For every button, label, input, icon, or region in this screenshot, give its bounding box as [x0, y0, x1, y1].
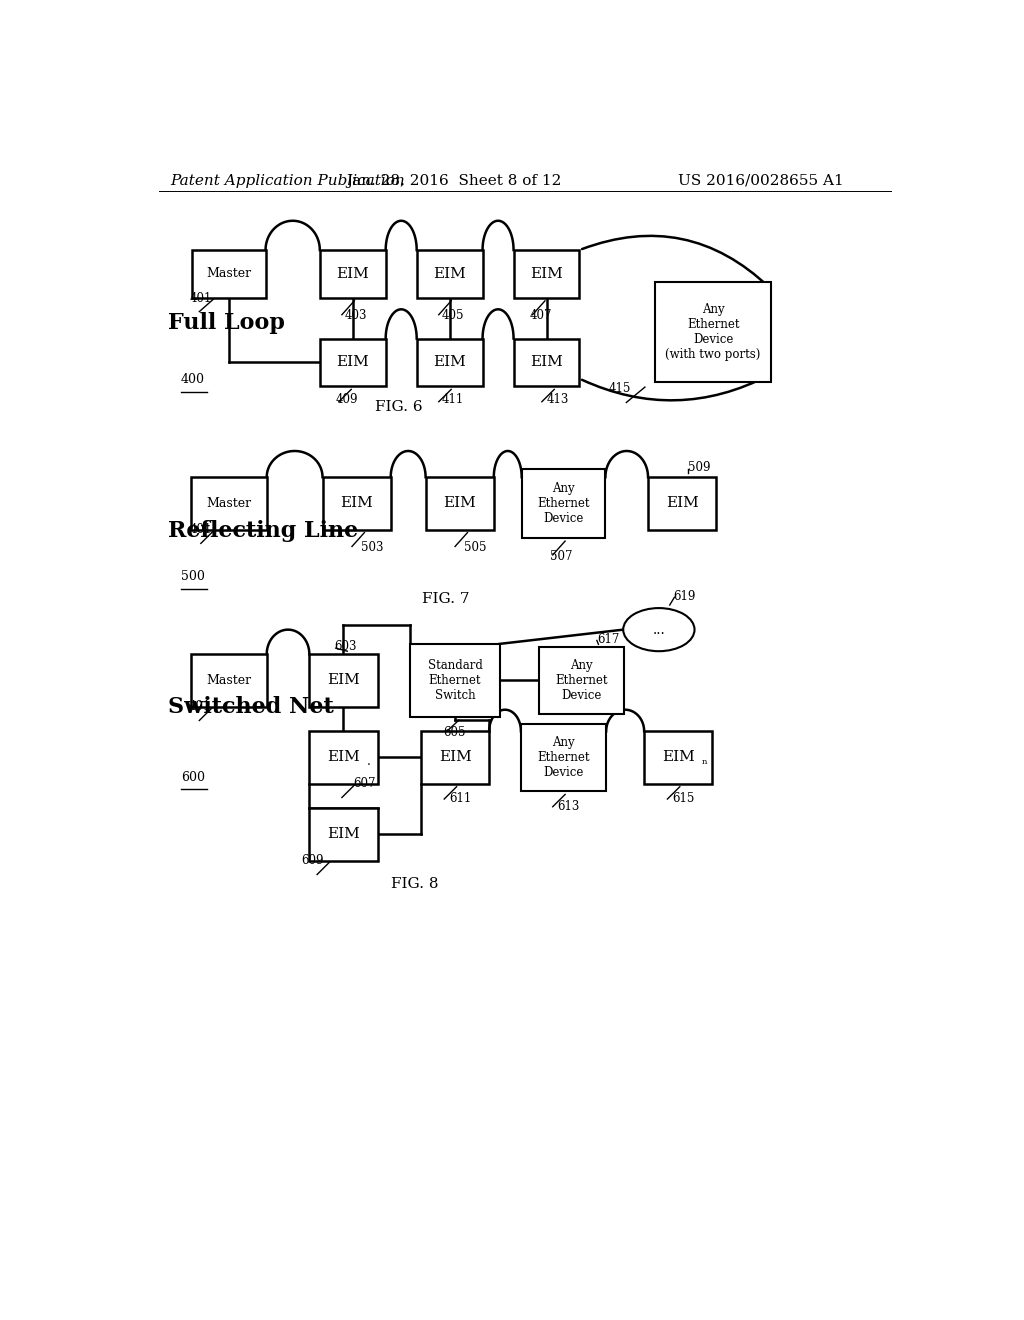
- Text: 507: 507: [550, 549, 572, 562]
- Text: FIG. 6: FIG. 6: [376, 400, 423, 414]
- Text: EIM: EIM: [443, 496, 476, 511]
- Text: FIG. 7: FIG. 7: [422, 593, 469, 606]
- Text: 503: 503: [360, 541, 383, 554]
- FancyBboxPatch shape: [411, 644, 500, 717]
- Text: 401: 401: [188, 701, 211, 714]
- Text: US 2016/0028655 A1: US 2016/0028655 A1: [678, 174, 844, 187]
- Text: EIM: EIM: [336, 267, 369, 281]
- Text: ...: ...: [652, 623, 666, 636]
- Text: Any
Ethernet
Device: Any Ethernet Device: [555, 659, 607, 702]
- Text: EIM: EIM: [662, 751, 694, 764]
- Text: EIM: EIM: [666, 496, 698, 511]
- Text: 413: 413: [547, 393, 569, 407]
- Text: EIM: EIM: [327, 828, 359, 841]
- Text: EIM: EIM: [530, 355, 563, 370]
- Text: 605: 605: [443, 726, 466, 738]
- Text: Master: Master: [206, 268, 251, 280]
- Text: 611: 611: [449, 792, 471, 805]
- Text: 600: 600: [180, 771, 205, 784]
- Text: 403: 403: [345, 309, 368, 322]
- Text: Patent Application Publication: Patent Application Publication: [171, 174, 406, 187]
- FancyBboxPatch shape: [539, 647, 624, 714]
- FancyBboxPatch shape: [644, 731, 713, 784]
- Text: Any
Ethernet
Device: Any Ethernet Device: [538, 482, 590, 525]
- Text: 407: 407: [529, 309, 552, 322]
- Text: 505: 505: [464, 541, 486, 554]
- Text: .: .: [367, 755, 371, 768]
- Text: Jan. 28, 2016  Sheet 8 of 12: Jan. 28, 2016 Sheet 8 of 12: [346, 174, 561, 187]
- FancyBboxPatch shape: [521, 469, 605, 539]
- FancyBboxPatch shape: [417, 249, 482, 298]
- FancyBboxPatch shape: [190, 655, 266, 706]
- Text: EIM: EIM: [433, 355, 466, 370]
- Text: EIM: EIM: [327, 673, 359, 688]
- Text: 415: 415: [608, 381, 631, 395]
- Text: 603: 603: [334, 640, 356, 652]
- Text: 405: 405: [442, 309, 464, 322]
- Text: 500: 500: [180, 570, 205, 583]
- FancyBboxPatch shape: [514, 339, 580, 387]
- Text: Any
Ethernet
Device
(with two ports): Any Ethernet Device (with two ports): [666, 302, 761, 360]
- Text: FIG. 8: FIG. 8: [391, 878, 438, 891]
- FancyBboxPatch shape: [521, 723, 606, 792]
- Text: EIM: EIM: [336, 355, 369, 370]
- Text: EIM: EIM: [340, 496, 373, 511]
- Text: 400: 400: [180, 374, 205, 387]
- Text: 607: 607: [352, 777, 375, 791]
- Text: 617: 617: [597, 632, 620, 645]
- Text: 619: 619: [673, 590, 695, 603]
- Text: Standard
Ethernet
Switch: Standard Ethernet Switch: [428, 659, 482, 702]
- Text: 401: 401: [190, 292, 212, 305]
- Text: EIM: EIM: [530, 267, 563, 281]
- FancyBboxPatch shape: [309, 655, 378, 706]
- FancyBboxPatch shape: [655, 281, 771, 381]
- Ellipse shape: [624, 609, 694, 651]
- Text: Any
Ethernet
Device: Any Ethernet Device: [538, 737, 590, 779]
- FancyBboxPatch shape: [319, 339, 386, 387]
- Text: 609: 609: [301, 854, 324, 867]
- Text: 401: 401: [190, 524, 212, 536]
- FancyBboxPatch shape: [309, 731, 378, 784]
- Text: Switched Net: Switched Net: [168, 696, 334, 718]
- Text: 613: 613: [557, 800, 580, 813]
- Text: n: n: [701, 758, 707, 766]
- FancyBboxPatch shape: [309, 808, 378, 861]
- Text: 509: 509: [688, 461, 711, 474]
- FancyBboxPatch shape: [421, 731, 489, 784]
- FancyBboxPatch shape: [426, 478, 494, 529]
- FancyBboxPatch shape: [319, 249, 386, 298]
- Text: 409: 409: [336, 393, 358, 407]
- Text: EIM: EIM: [327, 751, 359, 764]
- FancyBboxPatch shape: [190, 478, 266, 529]
- Text: Reflecting Line: Reflecting Line: [168, 520, 358, 543]
- Text: 615: 615: [672, 792, 694, 805]
- Text: Master: Master: [206, 496, 251, 510]
- FancyBboxPatch shape: [323, 478, 391, 529]
- FancyBboxPatch shape: [648, 478, 716, 529]
- FancyBboxPatch shape: [191, 249, 265, 298]
- Text: EIM: EIM: [433, 267, 466, 281]
- FancyBboxPatch shape: [417, 339, 482, 387]
- Text: Master: Master: [206, 675, 251, 686]
- FancyBboxPatch shape: [514, 249, 580, 298]
- Text: EIM: EIM: [438, 751, 471, 764]
- Text: Full Loop: Full Loop: [168, 313, 285, 334]
- Text: 411: 411: [442, 393, 464, 407]
